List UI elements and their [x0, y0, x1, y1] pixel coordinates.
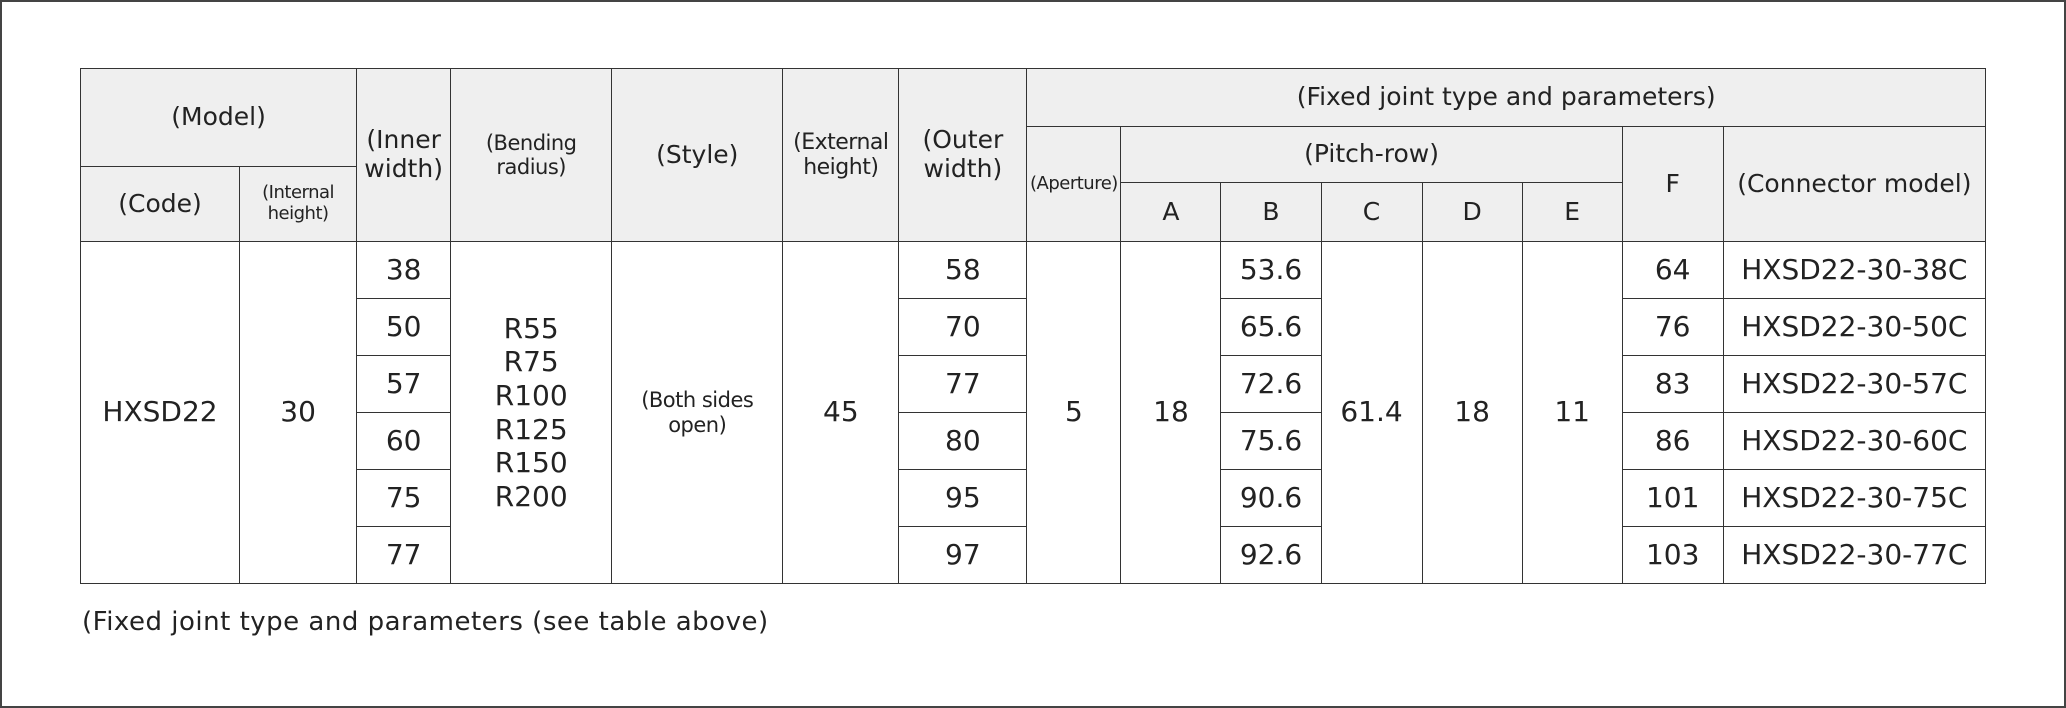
table-cell: 92.6 — [1220, 526, 1322, 584]
table-cell: 75 — [356, 469, 452, 527]
table-cell: 60 — [356, 412, 452, 470]
table-cell: 103 — [1621, 526, 1724, 584]
header-cell: (Code) — [79, 166, 241, 242]
table-cell: HXSD22-30-57C — [1722, 355, 1987, 413]
table-cell: 61.4 — [1320, 241, 1423, 584]
radius: R75 — [503, 345, 559, 379]
header-cell: B — [1220, 182, 1322, 242]
table-row: HXSD22 30 38 R55 R75 R100 R125 R150 R200 (Both si… — [79, 241, 1987, 584]
radius: R200 — [494, 479, 568, 513]
table-cell: 86 — [1621, 412, 1724, 470]
table-cell: HXSD22-30-60C — [1722, 412, 1987, 470]
header-cell: (Pitch-row) — [1120, 126, 1623, 183]
header-cell: (Aperture) — [1026, 126, 1122, 242]
table-cell: 77 — [356, 526, 452, 584]
table-cell: 70 — [898, 298, 1028, 356]
table-cell: (Both sides open) — [611, 241, 784, 584]
table-cell: 38 — [356, 241, 452, 299]
table-cell: 65.6 — [1220, 298, 1322, 356]
header-cell: (Bending radius) — [450, 68, 613, 242]
table-cell: HXSD22-30-50C — [1722, 298, 1987, 356]
table-cell: 101 — [1621, 469, 1724, 527]
radius: R55 — [503, 311, 559, 345]
table-cell: HXSD22-30-38C — [1722, 241, 1987, 299]
header-cell: (Inner width) — [356, 68, 452, 242]
table-cell: R55 R75 R100 R125 R150 R200 — [450, 241, 613, 584]
note: (Fixed joint type and parameters (see ta… — [82, 607, 769, 637]
table-cell: 77 — [898, 355, 1028, 413]
table-cell: 97 — [898, 526, 1028, 584]
table-cell: 75.6 — [1220, 412, 1322, 470]
table-cell: 45 — [782, 241, 900, 584]
header-cell: (Internal height) — [239, 166, 358, 242]
header-cell: F — [1621, 126, 1724, 242]
radius: R125 — [494, 412, 568, 446]
table-cell: 50 — [356, 298, 452, 356]
header-cell: (External height) — [782, 68, 900, 242]
table-cell: 57 — [356, 355, 452, 413]
table-cell: HXSD22 — [79, 241, 241, 584]
header-cell: E — [1521, 182, 1623, 242]
table-row: 75 95 90.6 101 HXSD22-30-75C — [81, 469, 1987, 527]
radius: R100 — [494, 378, 568, 412]
table-cell: 90.6 — [1220, 469, 1322, 527]
table-cell: 76 — [1621, 298, 1724, 356]
table-cell: HXSD22-30-75C — [1722, 469, 1987, 527]
table-cell: 18 — [1421, 241, 1523, 584]
table-cell: 53.6 — [1220, 241, 1322, 299]
table-cell: 11 — [1521, 241, 1623, 584]
spec-table: (Model) (Inner width) (Bending radius) (… — [79, 68, 1987, 584]
header-cell: C — [1320, 182, 1423, 242]
table-body: HXSD22 30 38 R55 R75 R100 R125 R150 R200 (Both si… — [79, 241, 1987, 584]
table-cell: 80 — [898, 412, 1028, 470]
radius: R150 — [494, 446, 568, 480]
header-cell: (Style) — [611, 68, 784, 242]
table-cell: 72.6 — [1220, 355, 1322, 413]
table-cell: 18 — [1120, 241, 1222, 584]
header-cell: A — [1120, 182, 1222, 242]
table-cell: 95 — [898, 469, 1028, 527]
table-cell: 30 — [239, 241, 358, 584]
header-cell: (Fixed joint type and parameters) — [1026, 68, 1986, 127]
header-cell: (Connector model) — [1722, 126, 1987, 242]
table-cell: 64 — [1621, 241, 1724, 299]
table-row: 77 97 92.6 103 HXSD22-30-77C — [81, 526, 1987, 584]
table-cell: HXSD22-30-77C — [1722, 526, 1987, 584]
table-row: 60 80 75.6 86 HXSD22-30-60C — [81, 412, 1987, 470]
table-cell: 5 — [1026, 241, 1122, 584]
header-cell: (Model) — [79, 68, 358, 167]
header-cell: D — [1421, 182, 1523, 242]
table-cell: 58 — [898, 241, 1028, 299]
header-cell: (Outer width) — [898, 68, 1028, 242]
table-row: 57 77 72.6 83 HXSD22-30-57C — [81, 355, 1987, 413]
table-cell: 83 — [1621, 355, 1724, 413]
